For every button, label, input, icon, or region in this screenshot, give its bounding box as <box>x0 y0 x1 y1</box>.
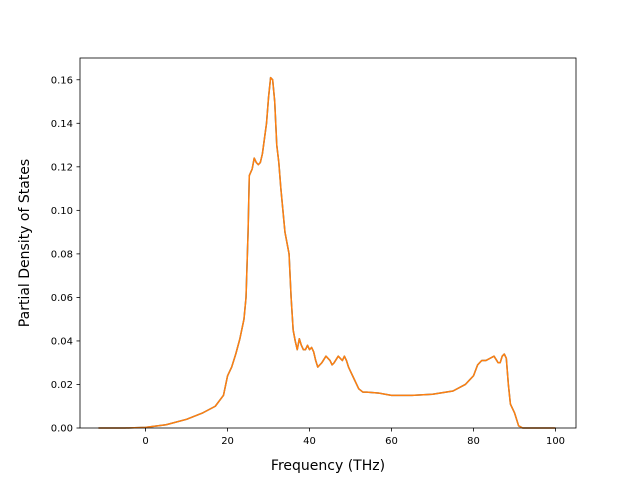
y-tick-label: 0.08 <box>51 249 73 260</box>
y-axis-label: Partial Density of States <box>17 159 33 327</box>
y-tick-label: 0.12 <box>51 162 73 173</box>
plot-frame <box>79 57 577 429</box>
y-tick-label: 0.16 <box>51 75 73 86</box>
y-tick-label: 0.10 <box>51 206 73 217</box>
y-tick-label: 0.06 <box>51 293 73 304</box>
y-tick-label: 0.02 <box>51 380 73 391</box>
y-tick-label: 0.00 <box>51 424 73 435</box>
x-axis-label: Frequency (THz) <box>271 458 385 474</box>
x-tick-label: 60 <box>385 436 398 447</box>
y-tick-label: 0.04 <box>51 336 73 347</box>
x-tick-label: 80 <box>467 436 480 447</box>
x-tick-label: 100 <box>546 436 565 447</box>
x-tick-label: 40 <box>303 436 316 447</box>
x-tick-label: 0 <box>142 436 148 447</box>
x-tick-label: 20 <box>221 436 234 447</box>
series-line-2 <box>98 76 556 429</box>
axis-ticks: 0 20 40 60 80 100 0.00 0.02 0.04 0.06 0.08 0.10 0.12… <box>51 75 565 447</box>
plot-marks <box>98 76 556 429</box>
y-tick-label: 0.14 <box>51 119 73 130</box>
